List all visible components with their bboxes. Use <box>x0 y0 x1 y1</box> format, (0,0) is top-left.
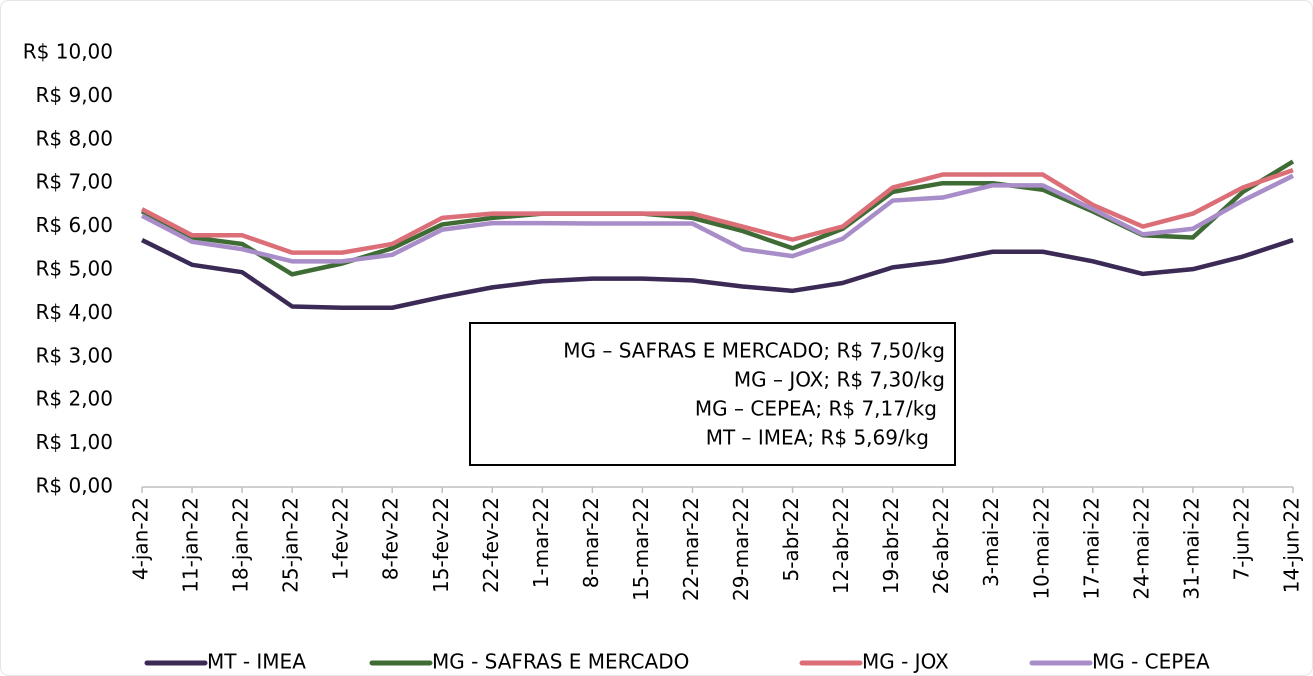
x-tick-label: 3-mai-22 <box>979 497 1003 587</box>
x-tick-label: 24-mai-22 <box>1129 497 1153 600</box>
x-tick-label: 22-fev-22 <box>479 497 503 593</box>
y-tick-label: R$ 8,00 <box>35 126 113 150</box>
y-tick-label: R$ 3,00 <box>35 343 113 367</box>
x-tick-label: 22-mar-22 <box>679 497 703 601</box>
series-line <box>141 237 1294 311</box>
legend-label: MG - SAFRAS E MERCADO <box>432 650 689 674</box>
y-tick-label: R$ 7,00 <box>35 170 113 194</box>
x-tick-label: 29-mar-22 <box>729 497 753 601</box>
x-tick-label: 14-jun-22 <box>1280 497 1304 593</box>
x-tick-label: 19-abr-22 <box>879 497 903 594</box>
x-tick-label: 31-mai-22 <box>1179 497 1203 600</box>
y-tick-label: R$ 1,00 <box>35 430 113 454</box>
x-tick-label: 1-mar-22 <box>529 497 553 588</box>
x-tick-label: 25-jan-22 <box>279 497 303 593</box>
y-tick-label: R$ 6,00 <box>35 213 113 237</box>
y-tick-label: R$ 9,00 <box>35 83 113 107</box>
x-tick-label: 8-fev-22 <box>379 497 403 580</box>
x-tick-label: 15-fev-22 <box>429 497 453 593</box>
legend-label: MG - JOX <box>862 650 949 674</box>
series-line <box>140 173 1294 264</box>
x-tick-label: 1-fev-22 <box>329 497 353 580</box>
y-tick-label: R$ 10,00 <box>23 40 113 64</box>
x-tick-label: 17-mai-22 <box>1079 497 1103 600</box>
x-tick-label: 15-mar-22 <box>629 497 653 601</box>
legend-label: MT - IMEA <box>207 650 306 674</box>
annotation: MG – JOX; R$ 7,30/kg <box>734 368 945 392</box>
annotation-box <box>469 322 956 466</box>
x-tick-label: 26-abr-22 <box>929 497 953 594</box>
y-tick-label: R$ 0,00 <box>35 474 113 498</box>
x-tick-label: 12-abr-22 <box>829 497 853 594</box>
legend-label: MG - CEPEA <box>1092 650 1210 674</box>
x-tick-label: 18-jan-22 <box>229 497 253 593</box>
x-tick-label: 10-mai-22 <box>1029 497 1053 600</box>
annotation: MG – CEPEA; R$ 7,17/kg <box>695 397 937 421</box>
x-tick-label: 11-jan-22 <box>179 497 203 593</box>
annotation: MG – SAFRAS E MERCADO; R$ 7,50/kg <box>563 339 945 363</box>
x-tick-label: 5-abr-22 <box>779 497 803 582</box>
y-tick-label: R$ 5,00 <box>35 257 113 281</box>
series-line <box>140 168 1294 255</box>
x-tick-label: 7-jun-22 <box>1229 497 1253 581</box>
y-tick-label: R$ 2,00 <box>35 387 113 411</box>
x-tick-label: 8-mar-22 <box>579 497 603 588</box>
y-tick-label: R$ 4,00 <box>35 300 113 324</box>
x-tick-label: 4-jan-22 <box>129 497 153 580</box>
annotation: MT – IMEA; R$ 5,69/kg <box>706 426 929 450</box>
